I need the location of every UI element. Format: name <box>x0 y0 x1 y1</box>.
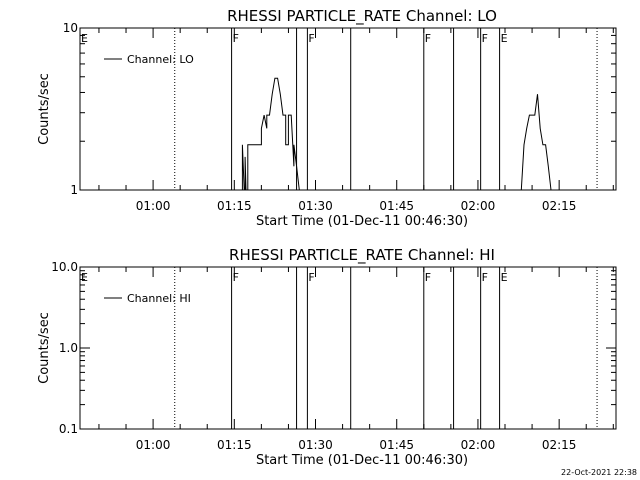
x-tick-label: 02:00 <box>461 438 496 452</box>
flag-label: F <box>308 271 314 284</box>
flag-label: F <box>482 32 488 45</box>
flag-label: E <box>81 32 88 45</box>
x-tick-label: 01:45 <box>379 199 414 213</box>
legend-label: Channel: LO <box>127 53 194 66</box>
x-tick-label: 01:15 <box>217 438 252 452</box>
y-tick-label: 0.1 <box>59 422 78 436</box>
flag-label: F <box>308 32 314 45</box>
flag-label: E <box>501 32 508 45</box>
flag-label: F <box>482 271 488 284</box>
series-line <box>520 94 552 191</box>
flag-label: F <box>233 271 239 284</box>
x-axis-label: Start Time (01-Dec-11 00:46:30) <box>256 214 468 229</box>
footer-timestamp: 22-Oct-2021 22:38 <box>561 468 637 477</box>
y-tick-label: 10 <box>63 21 78 35</box>
chart-panel-1: RHESSI PARTICLE_RATE Channel: LO Counts/s… <box>37 7 617 229</box>
x-tick-label: 01:00 <box>136 199 171 213</box>
flag-label: F <box>425 32 431 45</box>
x-tick-label: 01:00 <box>136 438 171 452</box>
x-tick-label: 01:15 <box>217 199 252 213</box>
x-tick-label: 02:15 <box>542 199 577 213</box>
y-axis-label: Counts/sec <box>37 312 52 384</box>
x-tick-label: 02:00 <box>461 199 496 213</box>
x-tick-label: 01:45 <box>379 438 414 452</box>
flag-label: F <box>233 32 239 45</box>
legend-label: Channel: HI <box>127 292 191 305</box>
x-tick-label: 01:30 <box>298 199 333 213</box>
chart-title: RHESSI PARTICLE_RATE Channel: LO <box>227 7 497 26</box>
chart-title: RHESSI PARTICLE_RATE Channel: HI <box>229 246 495 265</box>
chart-panel-2: RHESSI PARTICLE_RATE Channel: HI Counts/s… <box>37 246 617 468</box>
y-tick-label: 1.0 <box>59 341 78 355</box>
y-tick-label: 10.0 <box>51 260 78 274</box>
x-tick-label: 01:30 <box>298 438 333 452</box>
flag-label: F <box>425 271 431 284</box>
x-tick-label: 02:15 <box>542 438 577 452</box>
flag-label: E <box>81 271 88 284</box>
x-axis-label: Start Time (01-Dec-11 00:46:30) <box>256 453 468 468</box>
flag-label: E <box>501 271 508 284</box>
series-line <box>241 77 302 191</box>
y-tick-label: 1 <box>70 183 78 197</box>
y-axis-label: Counts/sec <box>37 73 52 145</box>
